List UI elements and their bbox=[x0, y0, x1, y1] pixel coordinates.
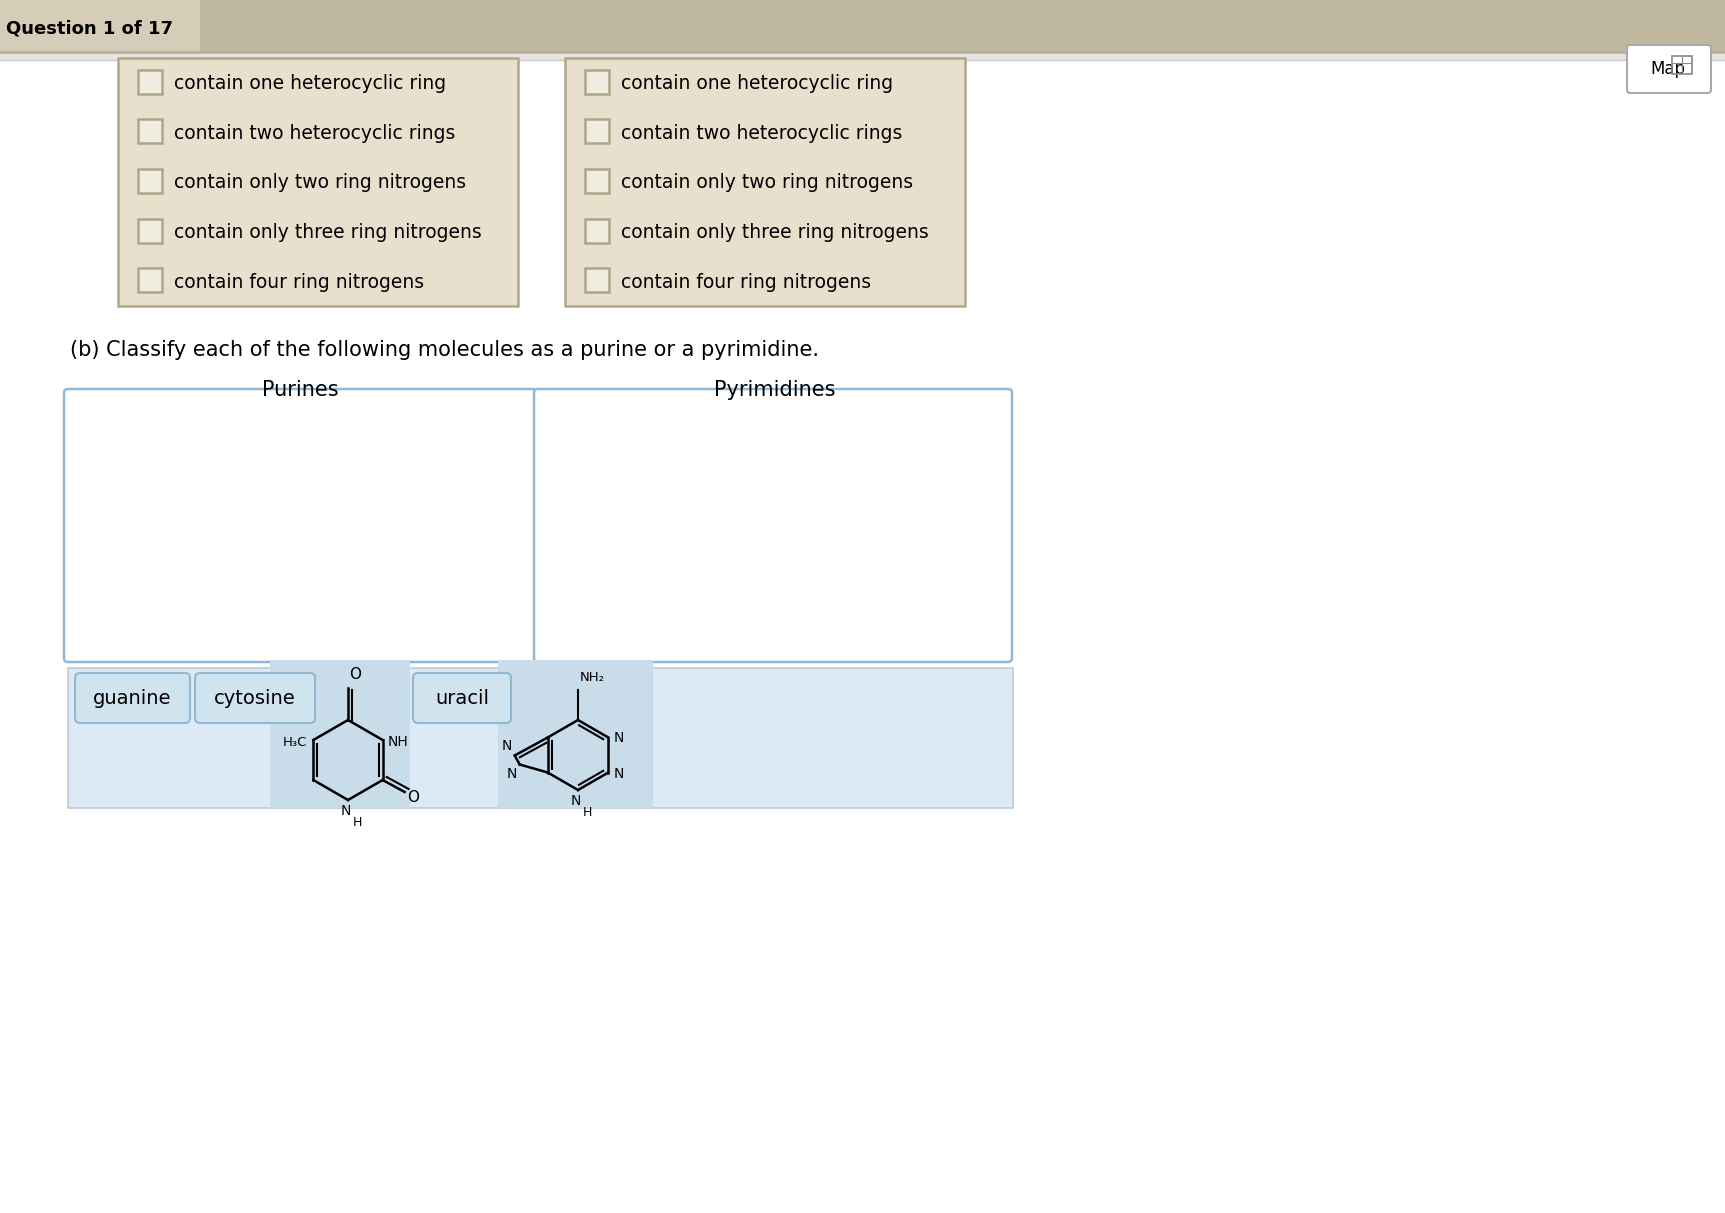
FancyBboxPatch shape bbox=[585, 119, 609, 143]
FancyBboxPatch shape bbox=[0, 52, 1725, 59]
FancyBboxPatch shape bbox=[64, 389, 536, 662]
Text: N: N bbox=[571, 795, 581, 808]
Text: H₃C: H₃C bbox=[283, 735, 307, 748]
Text: NH₂: NH₂ bbox=[580, 671, 605, 684]
FancyBboxPatch shape bbox=[585, 70, 609, 93]
Text: N: N bbox=[502, 739, 512, 752]
Text: (b) Classify each of the following molecules as a purine or a pyrimidine.: (b) Classify each of the following molec… bbox=[71, 340, 819, 360]
FancyBboxPatch shape bbox=[585, 218, 609, 243]
Text: guanine: guanine bbox=[93, 689, 172, 707]
FancyBboxPatch shape bbox=[138, 169, 162, 193]
Text: Pyrimidines: Pyrimidines bbox=[714, 380, 835, 400]
FancyBboxPatch shape bbox=[138, 218, 162, 243]
FancyBboxPatch shape bbox=[74, 673, 190, 723]
FancyBboxPatch shape bbox=[585, 169, 609, 193]
FancyBboxPatch shape bbox=[585, 268, 609, 292]
FancyBboxPatch shape bbox=[271, 660, 411, 808]
FancyBboxPatch shape bbox=[117, 58, 518, 306]
Text: N: N bbox=[614, 731, 624, 746]
Text: cytosine: cytosine bbox=[214, 689, 297, 707]
Text: contain two heterocyclic rings: contain two heterocyclic rings bbox=[174, 124, 455, 143]
Text: N: N bbox=[342, 804, 352, 818]
FancyBboxPatch shape bbox=[67, 668, 1013, 808]
Text: contain only two ring nitrogens: contain only two ring nitrogens bbox=[621, 173, 913, 193]
FancyBboxPatch shape bbox=[566, 58, 964, 306]
FancyBboxPatch shape bbox=[499, 660, 654, 808]
Text: H: H bbox=[354, 816, 362, 828]
FancyBboxPatch shape bbox=[195, 673, 316, 723]
Text: contain four ring nitrogens: contain four ring nitrogens bbox=[621, 273, 871, 291]
FancyBboxPatch shape bbox=[0, 0, 1725, 52]
FancyBboxPatch shape bbox=[138, 268, 162, 292]
Text: uracil: uracil bbox=[435, 689, 488, 707]
Text: O: O bbox=[407, 791, 419, 805]
FancyBboxPatch shape bbox=[0, 0, 200, 52]
Text: contain only three ring nitrogens: contain only three ring nitrogens bbox=[621, 223, 928, 243]
Text: Question 1 of 17: Question 1 of 17 bbox=[5, 19, 173, 38]
Text: NH: NH bbox=[388, 735, 409, 748]
Text: contain one heterocyclic ring: contain one heterocyclic ring bbox=[174, 74, 447, 93]
Text: contain two heterocyclic rings: contain two heterocyclic rings bbox=[621, 124, 902, 143]
FancyBboxPatch shape bbox=[535, 389, 1013, 662]
Text: contain four ring nitrogens: contain four ring nitrogens bbox=[174, 273, 424, 291]
Text: H: H bbox=[583, 805, 592, 819]
FancyBboxPatch shape bbox=[138, 70, 162, 93]
Text: Purines: Purines bbox=[262, 380, 338, 400]
FancyBboxPatch shape bbox=[412, 673, 511, 723]
FancyBboxPatch shape bbox=[138, 119, 162, 143]
Text: O: O bbox=[348, 667, 361, 682]
Text: contain only three ring nitrogens: contain only three ring nitrogens bbox=[174, 223, 481, 243]
Text: N: N bbox=[614, 767, 624, 780]
Text: contain only two ring nitrogens: contain only two ring nitrogens bbox=[174, 173, 466, 193]
Text: contain one heterocyclic ring: contain one heterocyclic ring bbox=[621, 74, 894, 93]
Text: N: N bbox=[507, 768, 518, 781]
Text: Map: Map bbox=[1651, 59, 1685, 78]
FancyBboxPatch shape bbox=[1627, 45, 1711, 93]
